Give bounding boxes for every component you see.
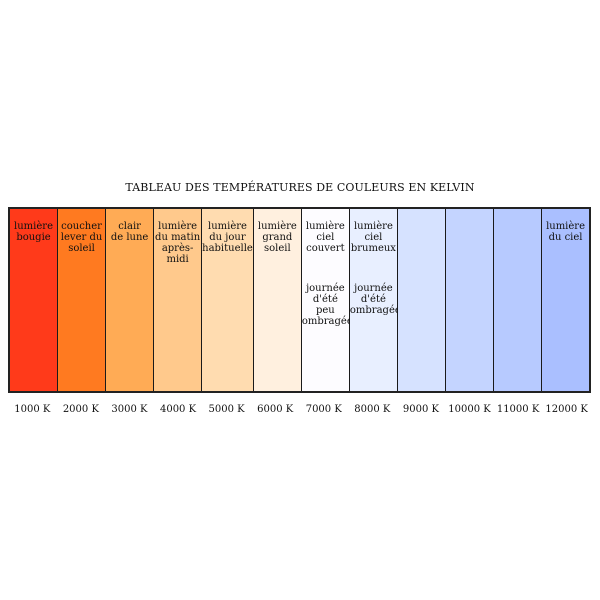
band-label: lumière ciel couvert bbox=[305, 221, 345, 254]
kelvin-tick-label: 2000 K bbox=[62, 404, 99, 415]
band-label: lumière du matin après-midi bbox=[155, 221, 201, 265]
band-label: lumière bougie bbox=[14, 221, 53, 243]
color-band: lumière du ciel bbox=[542, 209, 590, 391]
band-label: lumière ciel brumeux bbox=[350, 221, 396, 254]
band-sublabel: journée d'été peu ombragée bbox=[301, 283, 353, 327]
band-label: lumière du jour habituelle bbox=[202, 221, 253, 254]
kelvin-tick-label: 8000 K bbox=[354, 404, 391, 415]
color-band: lumière ciel couvert journée d'été peu om… bbox=[301, 209, 353, 391]
band-label: lumière du ciel bbox=[546, 221, 585, 243]
kelvin-tick-label: 12000 K bbox=[545, 404, 588, 415]
color-temperature-strip: lumière bougie coucher lever du soleil cla… bbox=[8, 207, 591, 393]
chart-title: TABLEAU DES TEMPÉRATURES DE COULEURS EN … bbox=[125, 181, 475, 194]
kelvin-tick-label: 5000 K bbox=[208, 404, 245, 415]
kelvin-tick-label: 7000 K bbox=[305, 404, 342, 415]
kelvin-tick-label: 6000 K bbox=[257, 404, 294, 415]
kelvin-tick-label: 1000 K bbox=[14, 404, 51, 415]
kelvin-tick-label: 11000 K bbox=[496, 404, 540, 415]
color-band bbox=[397, 209, 445, 391]
kelvin-tick-label: 9000 K bbox=[402, 404, 439, 415]
color-band: clair de lune bbox=[106, 209, 154, 391]
kelvin-tick-label: 4000 K bbox=[159, 404, 197, 415]
band-sublabel: journée d'été ombragée bbox=[349, 283, 401, 316]
kelvin-tick-label: 3000 K bbox=[111, 404, 148, 415]
color-band: lumière grand soleil bbox=[253, 209, 301, 391]
color-band bbox=[493, 209, 542, 391]
color-band: coucher lever du soleil bbox=[58, 209, 106, 391]
band-label: coucher lever du soleil bbox=[60, 221, 103, 254]
color-band: lumière ciel brumeux journée d'été ombrag… bbox=[349, 209, 401, 391]
kelvin-scale: 1000 K 2000 K 3000 K 4000 K 5000 K 6000 K 7000… bbox=[8, 404, 591, 415]
color-band: lumière du jour habituelle bbox=[202, 209, 253, 391]
band-label: lumière grand soleil bbox=[257, 221, 297, 254]
band-label: clair de lune bbox=[110, 221, 149, 243]
color-band bbox=[445, 209, 493, 391]
color-band: lumière bougie bbox=[10, 209, 58, 391]
color-band: lumière du matin après-midi bbox=[154, 209, 202, 391]
kelvin-tick-label: 10000 K bbox=[448, 404, 491, 415]
